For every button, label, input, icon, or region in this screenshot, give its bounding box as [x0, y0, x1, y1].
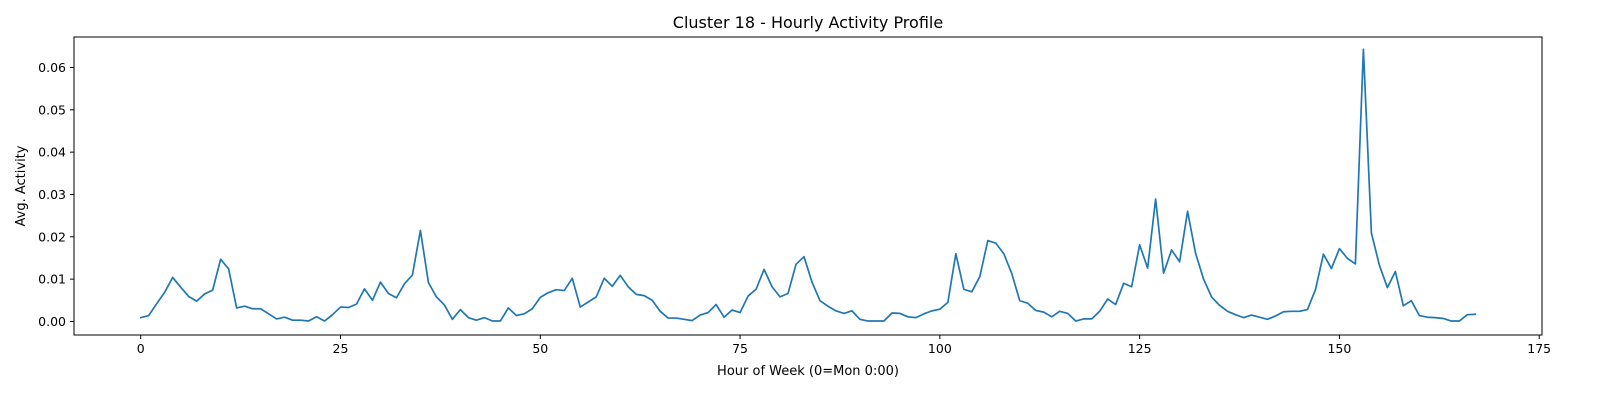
chart-title: Cluster 18 - Hourly Activity Profile	[673, 13, 943, 32]
series-line-0	[139, 48, 1477, 322]
y-tick-label: 0.04	[38, 145, 66, 160]
y-tick-label: 0.06	[38, 60, 66, 75]
x-tick-label: 100	[928, 341, 952, 356]
x-tick-label: 175	[1527, 341, 1551, 356]
y-axis-label: Avg. Activity	[14, 145, 29, 226]
x-tick-label: 125	[1128, 341, 1152, 356]
plot-layer	[139, 48, 1477, 322]
x-tick-label: 25	[333, 341, 349, 356]
x-tick-label: 150	[1327, 341, 1351, 356]
y-tick-label: 0.01	[38, 272, 66, 287]
y-tick-label: 0.05	[38, 102, 66, 117]
y-tick-label: 0.00	[38, 314, 66, 329]
y-tick-label: 0.03	[38, 187, 66, 202]
x-tick-label: 75	[732, 341, 748, 356]
axes-layer: 0 25 50 75 100 125 150 175 0.00 0.01 0.02 0.03 0.04 0…	[38, 36, 1551, 356]
y-tick-label: 0.02	[38, 229, 66, 244]
x-axis-label: Hour of Week (0=Mon 0:00)	[717, 364, 899, 379]
x-tick-label: 50	[532, 341, 548, 356]
plot-frame	[73, 36, 1543, 336]
x-tick-label: 0	[137, 341, 145, 356]
